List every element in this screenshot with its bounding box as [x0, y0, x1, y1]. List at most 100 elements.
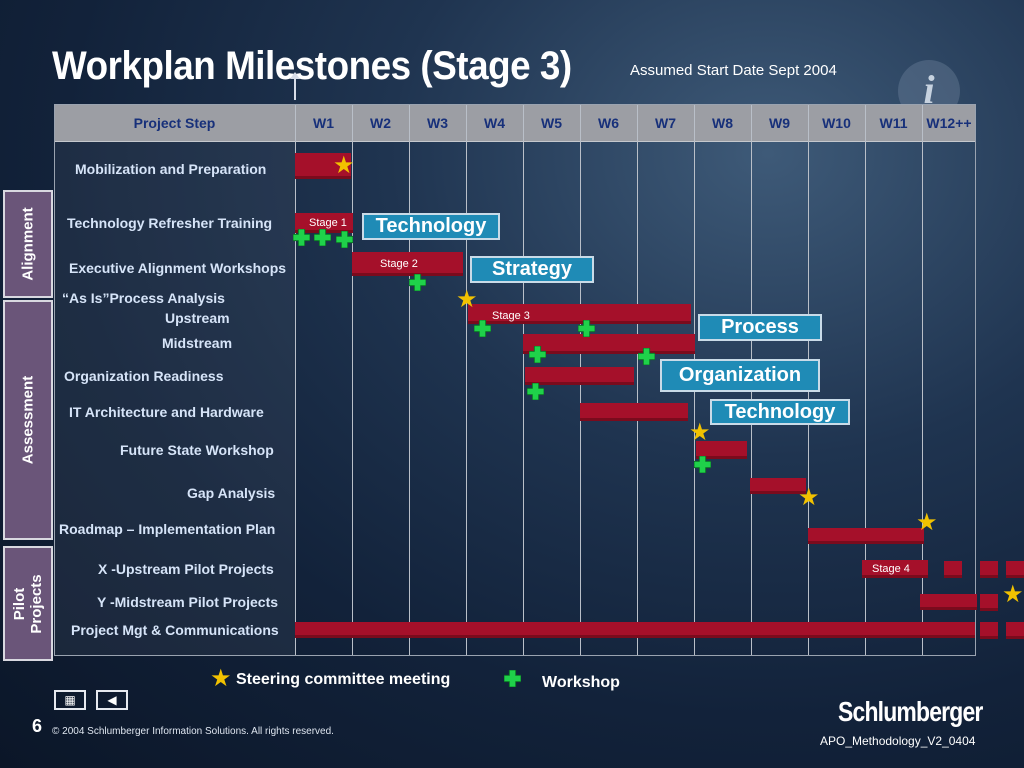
row-label: Organization Readiness	[64, 368, 224, 384]
tag-organization: Organization	[660, 359, 820, 392]
task-bar	[523, 334, 695, 354]
star-icon: ★	[916, 509, 938, 536]
task-bar	[862, 560, 928, 578]
row-label: X -Upstream Pilot Projects	[98, 561, 274, 577]
grid-divider	[409, 104, 410, 656]
header-week: W1	[313, 115, 334, 131]
grid-divider	[523, 104, 524, 656]
start-date-note: Assumed Start Date Sept 2004	[630, 62, 837, 79]
task-bar	[295, 622, 975, 638]
plus-icon	[638, 348, 655, 365]
task-bar	[580, 403, 688, 421]
row-label: Future State Workshop	[120, 442, 274, 458]
group-label: Pilot Projects	[11, 573, 45, 634]
pointer-cursor-icon	[290, 72, 300, 100]
back-icon: ◀	[107, 693, 117, 707]
group-label: Assessment	[19, 375, 37, 465]
group-assessment: Assessment	[3, 300, 53, 540]
row-label: Y -Midstream Pilot Projects	[97, 594, 279, 610]
row-label: IT Architecture and Hardware	[69, 404, 264, 420]
plus-icon	[336, 231, 353, 248]
tag-technology: Technology	[710, 399, 850, 425]
grid-divider	[295, 104, 296, 656]
stage-label: Stage 4	[872, 563, 910, 575]
plus-icon	[527, 383, 544, 400]
schlumberger-logo: Schlumberger	[838, 696, 983, 727]
task-bar	[525, 367, 634, 385]
header-week: W9	[769, 115, 790, 131]
task-bar	[1006, 622, 1024, 639]
row-label: Midstream	[162, 335, 233, 351]
header-week: W7	[655, 115, 676, 131]
task-bar	[944, 561, 962, 578]
task-bar	[750, 478, 806, 494]
gantt-grid	[54, 104, 976, 656]
group-label: Alignment	[19, 207, 37, 281]
menu-icon: ▦	[64, 693, 76, 707]
plus-icon	[529, 346, 546, 363]
row-label: Roadmap – Implementation Plan	[59, 521, 276, 537]
header-week: W3	[427, 115, 448, 131]
header-week: W5	[541, 115, 562, 131]
grid-divider	[352, 104, 353, 656]
project-step-column	[54, 142, 295, 656]
header-week: W2	[370, 115, 391, 131]
row-label: Gap Analysis	[187, 485, 276, 501]
plus-icon	[314, 229, 331, 246]
group-pilot-projects: Pilot Projects	[3, 546, 53, 661]
task-bar	[696, 441, 747, 459]
task-bar	[980, 622, 998, 639]
back-button[interactable]: ◀	[96, 690, 128, 710]
group-alignment: Alignment	[3, 190, 53, 298]
task-bar	[980, 594, 998, 611]
stage-label: Stage 2	[380, 258, 418, 270]
row-label: Technology Refresher Training	[67, 215, 273, 231]
header-week: W6	[598, 115, 619, 131]
plus-icon	[293, 229, 310, 246]
star-icon: ★	[456, 286, 478, 313]
row-label: Mobilization and Preparation	[75, 161, 267, 177]
plus-icon	[409, 274, 426, 291]
star-icon: ★	[333, 152, 355, 179]
menu-button[interactable]: ▦	[54, 690, 86, 710]
task-bar	[295, 213, 353, 233]
header-week: W12++	[926, 115, 972, 131]
star-icon: ★	[689, 419, 711, 446]
task-bar	[295, 153, 351, 179]
header-week: W10	[822, 115, 851, 131]
star-icon: ★	[798, 484, 820, 511]
grid-divider	[922, 104, 923, 656]
stage-label: Stage 3	[492, 310, 530, 322]
task-bar	[352, 252, 463, 276]
task-bar	[980, 561, 998, 578]
header-project-step: Project Step	[133, 115, 216, 131]
tag-process: Process	[698, 314, 822, 341]
star-icon: ★	[1002, 581, 1024, 608]
timeline-header	[54, 104, 976, 142]
plus-icon	[578, 320, 595, 337]
plus-icon	[694, 456, 711, 473]
legend-star-icon: ★	[210, 665, 232, 692]
row-label: “As Is”Process Analysis	[62, 290, 225, 306]
row-label: Executive Alignment Workshops	[69, 260, 287, 276]
tag-strategy: Strategy	[470, 256, 594, 283]
grid-divider	[865, 104, 866, 656]
stage-label: Stage 1	[309, 217, 347, 229]
document-id: APO_Methodology_V2_0404	[820, 734, 976, 748]
header-week: W4	[484, 115, 505, 131]
header-week: W11	[879, 115, 908, 131]
grid-divider	[466, 104, 467, 656]
task-bar	[920, 594, 977, 610]
legend-steering-label: Steering committee meeting	[236, 671, 451, 688]
page-title: Workplan Milestones (Stage 3)	[52, 44, 572, 88]
tag-technology: Technology	[362, 213, 500, 240]
grid-divider	[637, 104, 638, 656]
row-label: Upstream	[165, 310, 230, 326]
copyright-text: © 2004 Schlumberger Information Solution…	[52, 726, 334, 737]
plus-icon	[474, 320, 491, 337]
task-bar	[1006, 561, 1024, 578]
legend-workshop-label: Workshop	[542, 674, 620, 691]
legend-plus-icon	[504, 670, 521, 687]
task-bar	[808, 528, 924, 544]
page-number: 6	[32, 716, 43, 736]
